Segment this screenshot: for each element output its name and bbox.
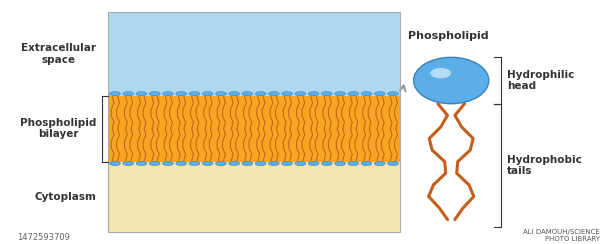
- Ellipse shape: [430, 68, 451, 78]
- Ellipse shape: [387, 92, 398, 96]
- Ellipse shape: [321, 161, 332, 166]
- Ellipse shape: [361, 92, 372, 96]
- Ellipse shape: [308, 161, 319, 166]
- Ellipse shape: [387, 161, 398, 166]
- Bar: [108, 12, 400, 96]
- Ellipse shape: [163, 161, 173, 166]
- Ellipse shape: [242, 161, 253, 166]
- Ellipse shape: [136, 161, 147, 166]
- Ellipse shape: [149, 161, 160, 166]
- Ellipse shape: [202, 92, 213, 96]
- Ellipse shape: [269, 92, 279, 96]
- Ellipse shape: [215, 161, 226, 166]
- Text: Hydrophilic
head: Hydrophilic head: [507, 70, 575, 91]
- Ellipse shape: [295, 92, 306, 96]
- Bar: [108, 96, 400, 162]
- Ellipse shape: [176, 161, 187, 166]
- Ellipse shape: [189, 161, 200, 166]
- Ellipse shape: [255, 92, 266, 96]
- Ellipse shape: [348, 161, 359, 166]
- Ellipse shape: [414, 57, 489, 104]
- Ellipse shape: [229, 161, 239, 166]
- Text: Phospholipid
bilayer: Phospholipid bilayer: [20, 118, 96, 139]
- Ellipse shape: [149, 92, 160, 96]
- Ellipse shape: [110, 92, 121, 96]
- Ellipse shape: [202, 161, 213, 166]
- Ellipse shape: [176, 92, 187, 96]
- Ellipse shape: [123, 92, 133, 96]
- Ellipse shape: [269, 161, 279, 166]
- Ellipse shape: [282, 161, 293, 166]
- Ellipse shape: [335, 161, 345, 166]
- Ellipse shape: [123, 161, 133, 166]
- Text: ALI DAMOUH/SCIENCE
PHOTO LIBRARY: ALI DAMOUH/SCIENCE PHOTO LIBRARY: [523, 229, 600, 242]
- Ellipse shape: [348, 92, 359, 96]
- Ellipse shape: [136, 92, 147, 96]
- Ellipse shape: [215, 92, 226, 96]
- Text: Cytoplasm: Cytoplasm: [34, 192, 96, 202]
- Bar: [108, 162, 400, 232]
- Text: Extracellular
space: Extracellular space: [21, 43, 96, 65]
- Ellipse shape: [229, 92, 239, 96]
- Ellipse shape: [321, 92, 332, 96]
- Ellipse shape: [375, 92, 385, 96]
- Ellipse shape: [163, 92, 173, 96]
- Ellipse shape: [295, 161, 306, 166]
- Bar: [108, 12, 400, 232]
- Ellipse shape: [189, 92, 200, 96]
- Text: 1472593709: 1472593709: [17, 233, 70, 242]
- Ellipse shape: [361, 161, 372, 166]
- Text: Hydrophobic
tails: Hydrophobic tails: [507, 154, 582, 176]
- Text: Phospholipid: Phospholipid: [408, 31, 488, 41]
- Ellipse shape: [242, 92, 253, 96]
- Ellipse shape: [335, 92, 345, 96]
- Ellipse shape: [255, 161, 266, 166]
- Ellipse shape: [110, 161, 121, 166]
- Ellipse shape: [375, 161, 385, 166]
- Ellipse shape: [282, 92, 293, 96]
- Ellipse shape: [308, 92, 319, 96]
